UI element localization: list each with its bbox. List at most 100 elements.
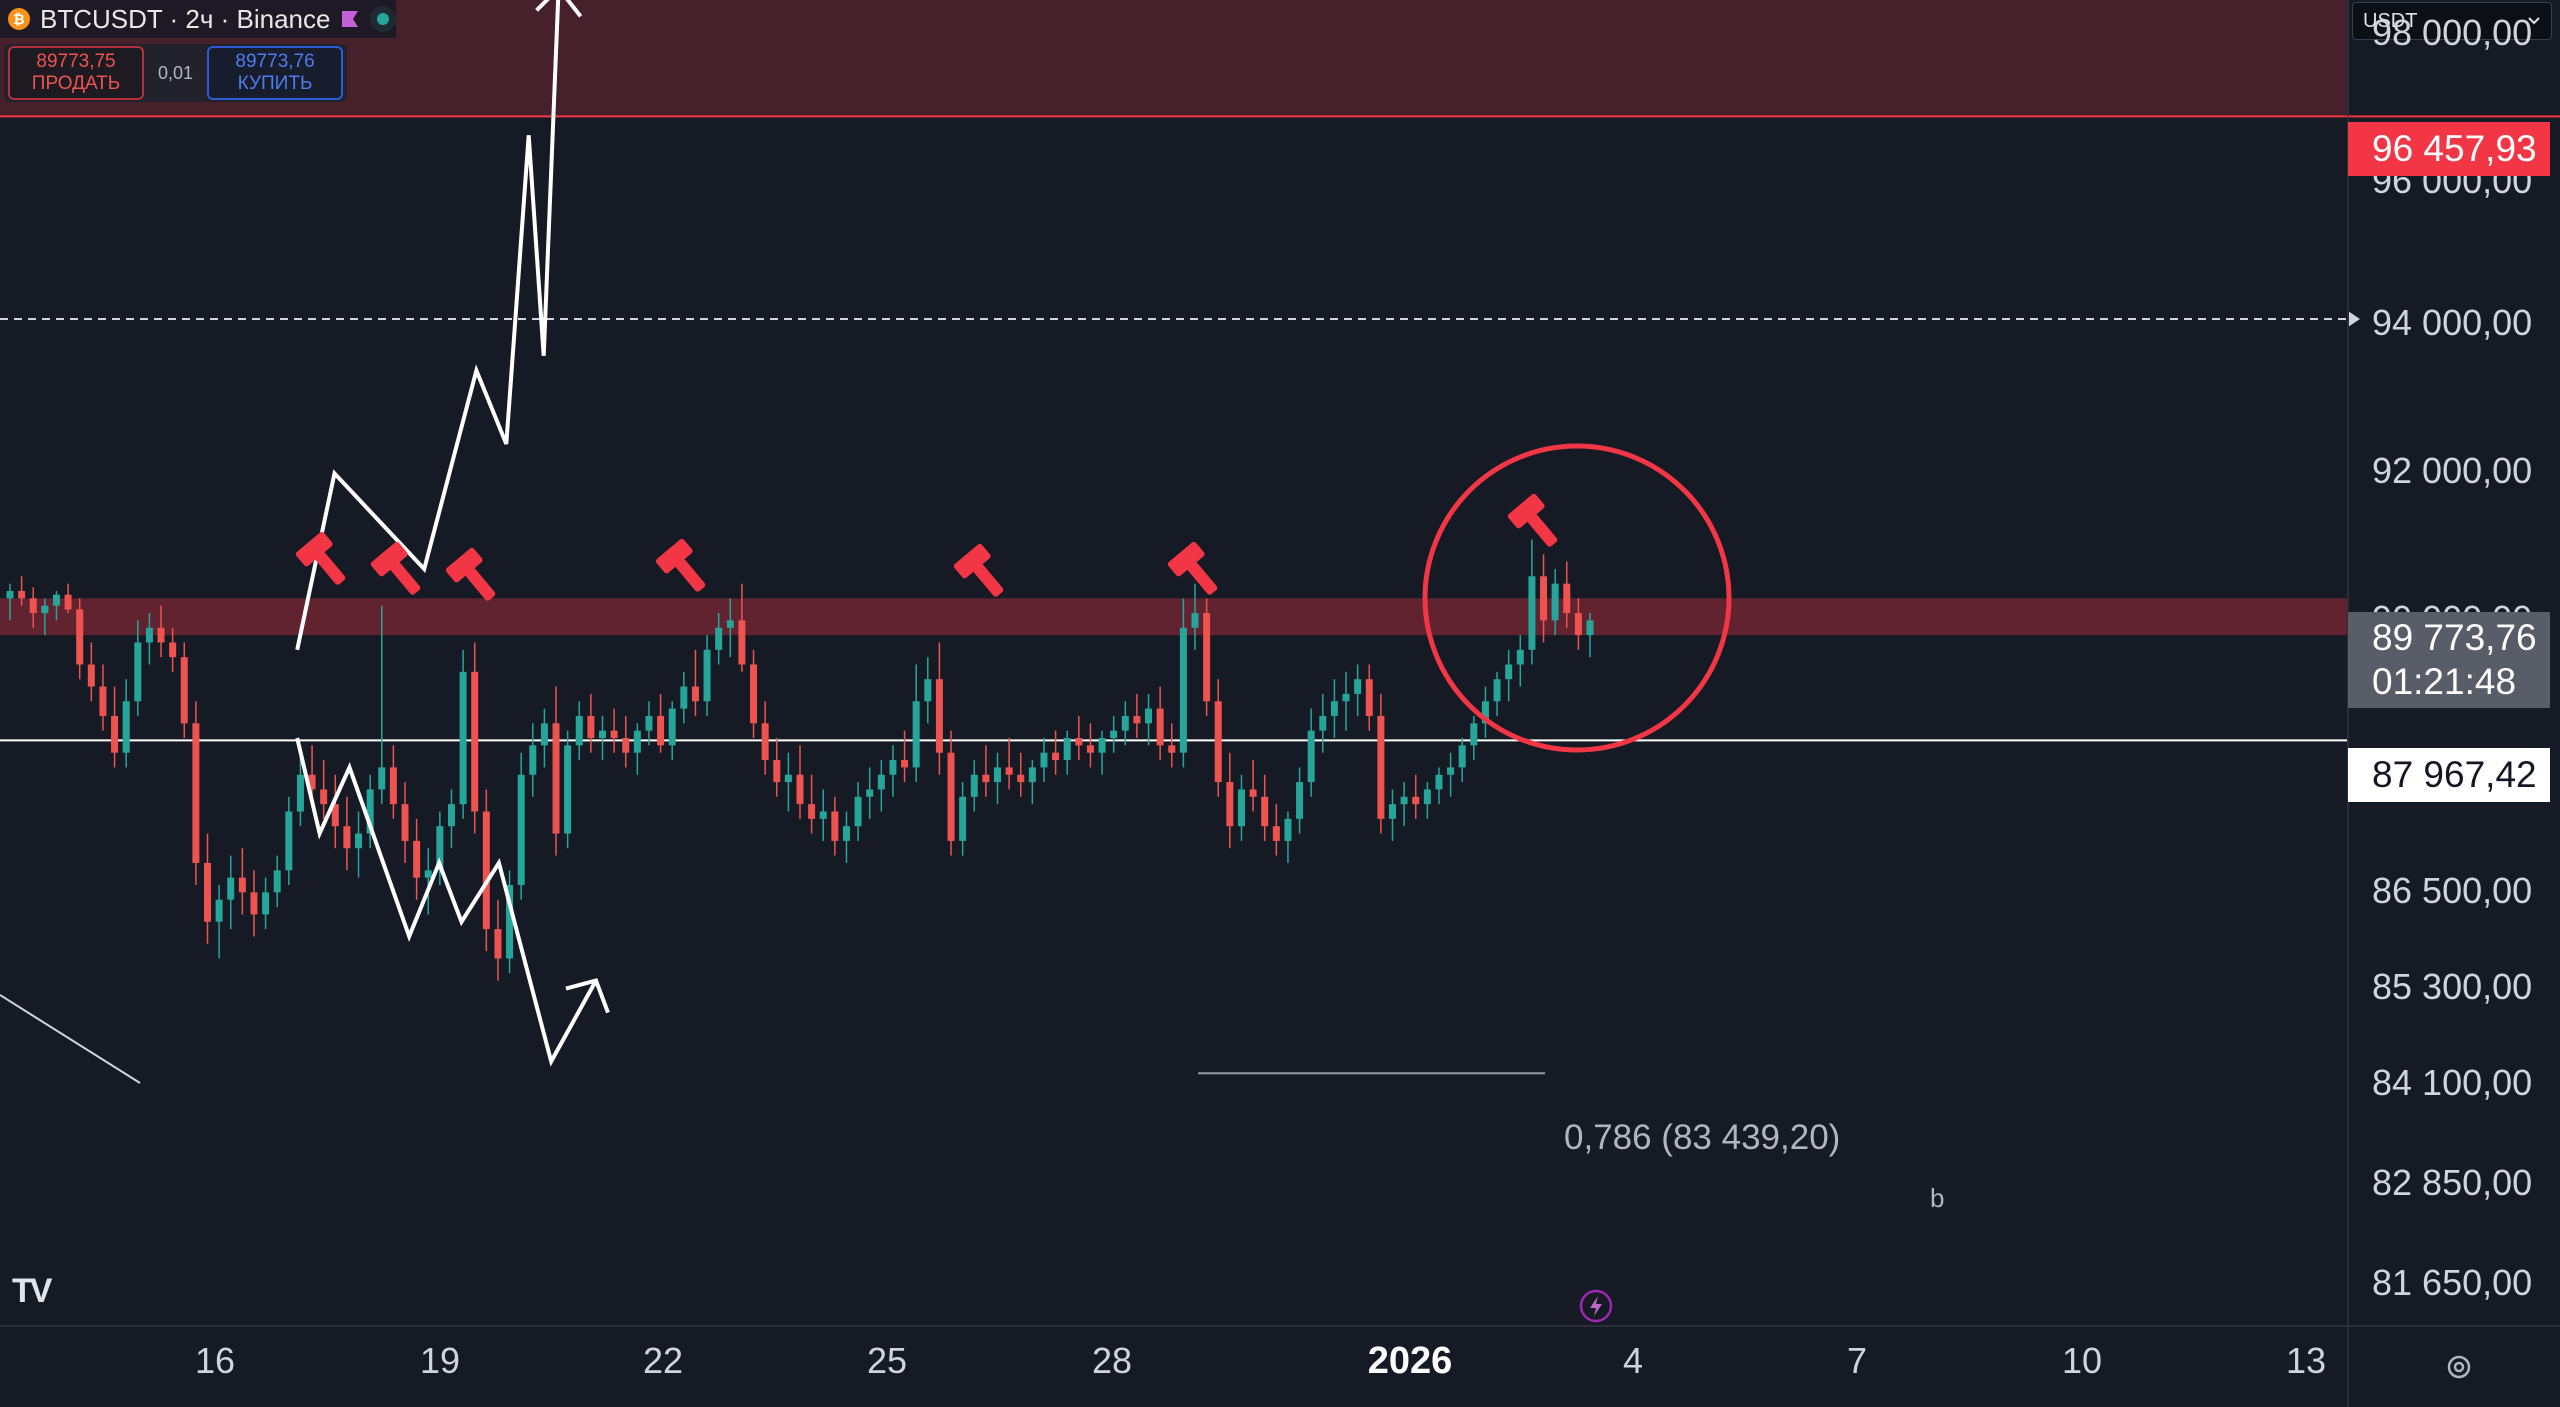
symbol-title[interactable]: BTCUSDT · 2ч · Binance — [40, 3, 331, 34]
sell-button[interactable]: 89773,75 ПРОДАТЬ — [8, 46, 144, 100]
candle-body — [285, 811, 293, 871]
candle-body — [912, 701, 920, 768]
candle-body — [1214, 701, 1222, 783]
hammer-handle — [390, 561, 421, 595]
spread-value: 0,01 — [158, 62, 194, 83]
candle-body — [273, 870, 281, 893]
candle-body — [1040, 752, 1048, 768]
time-axis-label: 16 — [194, 1340, 236, 1381]
candle-body — [180, 657, 188, 724]
hammer-head — [370, 541, 408, 577]
candle-body — [982, 774, 990, 783]
trend-line — [0, 994, 141, 1084]
candle-body — [296, 774, 304, 812]
bolt-icon[interactable] — [1578, 1288, 1614, 1324]
candle-body — [947, 752, 955, 841]
currency-select[interactable]: USDT — [2352, 2, 2552, 40]
candle-body — [1028, 767, 1036, 783]
wave-label[interactable]: b — [1930, 1183, 1945, 1213]
candle-body — [204, 862, 211, 922]
candle-body — [529, 745, 537, 775]
candle-body — [320, 789, 328, 805]
candle-body — [517, 774, 525, 885]
settings-icon[interactable] — [2442, 1350, 2476, 1384]
supply-band — [0, 598, 2348, 636]
candle-body — [18, 591, 26, 599]
candle-body — [1435, 774, 1443, 790]
hammer-head — [953, 543, 991, 579]
candle-body — [761, 723, 769, 761]
candle-body — [1203, 613, 1211, 702]
candle-body — [959, 796, 967, 841]
candle-body — [1412, 796, 1420, 805]
hammer-icon — [295, 531, 346, 585]
candle-body — [610, 730, 618, 738]
candle-body — [262, 892, 270, 915]
candle-body — [1063, 738, 1071, 761]
current-price: 89 773,76 — [2372, 617, 2537, 658]
candle-body — [1284, 818, 1292, 841]
candle-body — [1586, 620, 1594, 636]
bullish-scenario-path — [295, 0, 561, 651]
candle-body — [401, 804, 409, 841]
hammer-head — [295, 531, 333, 567]
candle-body — [657, 715, 665, 746]
candle-body — [111, 715, 119, 753]
hammer-handle — [973, 563, 1004, 597]
price-axis-label: 94 000,00 — [2372, 302, 2533, 343]
candle-body — [866, 789, 874, 797]
time-axis-label: 4 — [1622, 1340, 1644, 1381]
bullish-arrowhead — [535, 0, 583, 18]
candle-body — [1458, 745, 1466, 768]
chevron-down-icon — [2528, 17, 2540, 25]
fib-level-label[interactable]: 0,786 (83 439,20) — [1564, 1118, 1841, 1157]
time-axis-label: 22 — [642, 1340, 684, 1381]
current-price-badge: 89 773,76 01:21:48 — [2348, 612, 2550, 708]
candle-body — [773, 760, 781, 783]
candle-body — [599, 730, 606, 738]
hammer-icon — [370, 541, 421, 595]
time-axis-label: 13 — [2285, 1340, 2327, 1381]
candle-body — [703, 649, 711, 702]
sell-label: ПРОДАТЬ — [31, 73, 121, 94]
drawings-layer — [0, 0, 1732, 1084]
sell-price: 89773,75 — [36, 51, 116, 72]
candle-body — [1563, 583, 1571, 614]
hammer-icon — [655, 538, 706, 592]
candle-body — [854, 796, 862, 827]
candle-body — [1017, 774, 1025, 783]
candle-body — [436, 826, 444, 871]
hammer-head — [1507, 493, 1545, 529]
candle-body — [413, 840, 421, 878]
candle-body — [842, 826, 850, 841]
candle-body — [366, 789, 374, 834]
symbol-header[interactable]: ₿ BTCUSDT · 2ч · Binance — [0, 0, 397, 38]
hammer-icon — [1167, 541, 1218, 595]
candles-layer — [6, 539, 1594, 981]
time-axis-year-label: 2026 — [1367, 1340, 1453, 1382]
candle-body — [389, 767, 397, 805]
candle-body — [471, 671, 479, 812]
candle-body — [1145, 708, 1153, 724]
candle-body — [87, 664, 95, 687]
candle-body — [680, 686, 688, 709]
candle-body — [76, 609, 84, 665]
candle-body — [145, 627, 153, 643]
highlight-circle — [1422, 443, 1732, 753]
buy-button[interactable]: 89773,76 КУПИТЬ — [207, 46, 344, 100]
flag-icon[interactable] — [340, 9, 360, 29]
bar-countdown: 01:21:48 — [2372, 661, 2517, 702]
candle-body — [645, 715, 653, 731]
buy-price: 89773,76 — [235, 51, 315, 72]
candle-body — [1354, 679, 1362, 694]
candle-body — [1098, 738, 1106, 753]
candle-body — [1516, 649, 1524, 665]
candle-body — [1133, 715, 1141, 724]
candle-body — [1005, 767, 1013, 775]
candle-body — [1447, 767, 1455, 775]
candle-body — [308, 774, 316, 790]
candle-body — [1389, 804, 1396, 819]
tradingview-logo[interactable]: TV — [12, 1272, 52, 1310]
hammer-handle — [465, 567, 496, 601]
